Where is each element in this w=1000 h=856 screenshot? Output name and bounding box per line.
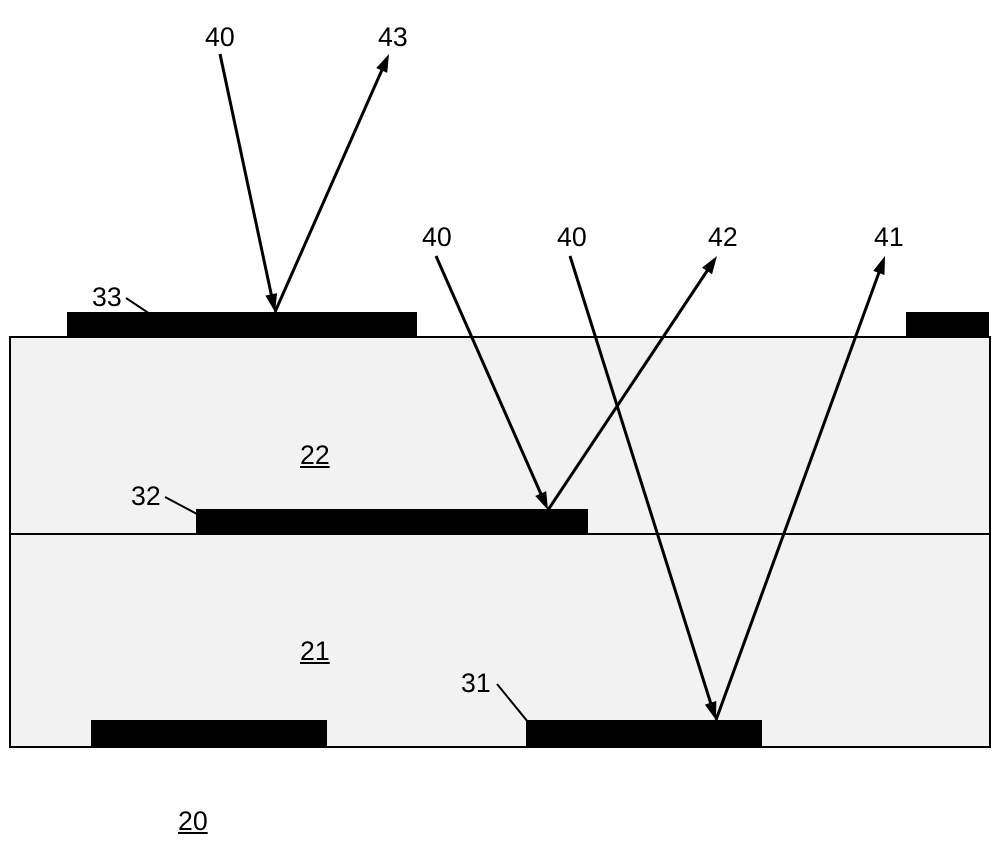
layer-stack-box <box>9 336 991 748</box>
bar-33-top-left <box>67 312 417 336</box>
label-32: 32 <box>131 481 161 512</box>
bar-31-bottom-right <box>526 720 762 748</box>
label-42: 42 <box>708 222 738 253</box>
label-33: 33 <box>92 282 122 313</box>
bar-top-right <box>906 312 989 336</box>
layer-divider <box>9 533 991 535</box>
label-43: 43 <box>378 22 408 53</box>
label-40b: 40 <box>422 222 452 253</box>
diagram-stage: 20 21 22 31 32 33 40 40 40 41 42 43 <box>0 0 1000 856</box>
bar-bottom-left <box>91 720 327 748</box>
label-40c: 40 <box>557 222 587 253</box>
bar-32-middle <box>196 509 588 533</box>
label-41: 41 <box>874 222 904 253</box>
label-31: 31 <box>461 668 491 699</box>
label-40a: 40 <box>205 22 235 53</box>
label-22: 22 <box>300 440 330 471</box>
label-21: 21 <box>300 636 330 667</box>
label-20: 20 <box>178 806 208 837</box>
